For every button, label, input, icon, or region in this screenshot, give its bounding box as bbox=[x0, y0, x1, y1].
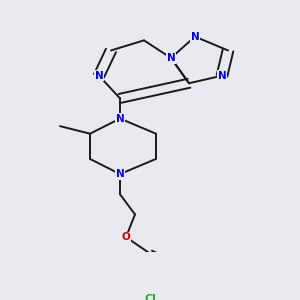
Text: N: N bbox=[116, 114, 124, 124]
Text: Cl: Cl bbox=[144, 294, 156, 300]
Text: N: N bbox=[116, 169, 124, 179]
Text: O: O bbox=[122, 232, 130, 242]
Text: N: N bbox=[218, 71, 226, 81]
Text: N: N bbox=[94, 71, 103, 81]
Text: N: N bbox=[190, 32, 200, 42]
Text: N: N bbox=[167, 53, 176, 63]
